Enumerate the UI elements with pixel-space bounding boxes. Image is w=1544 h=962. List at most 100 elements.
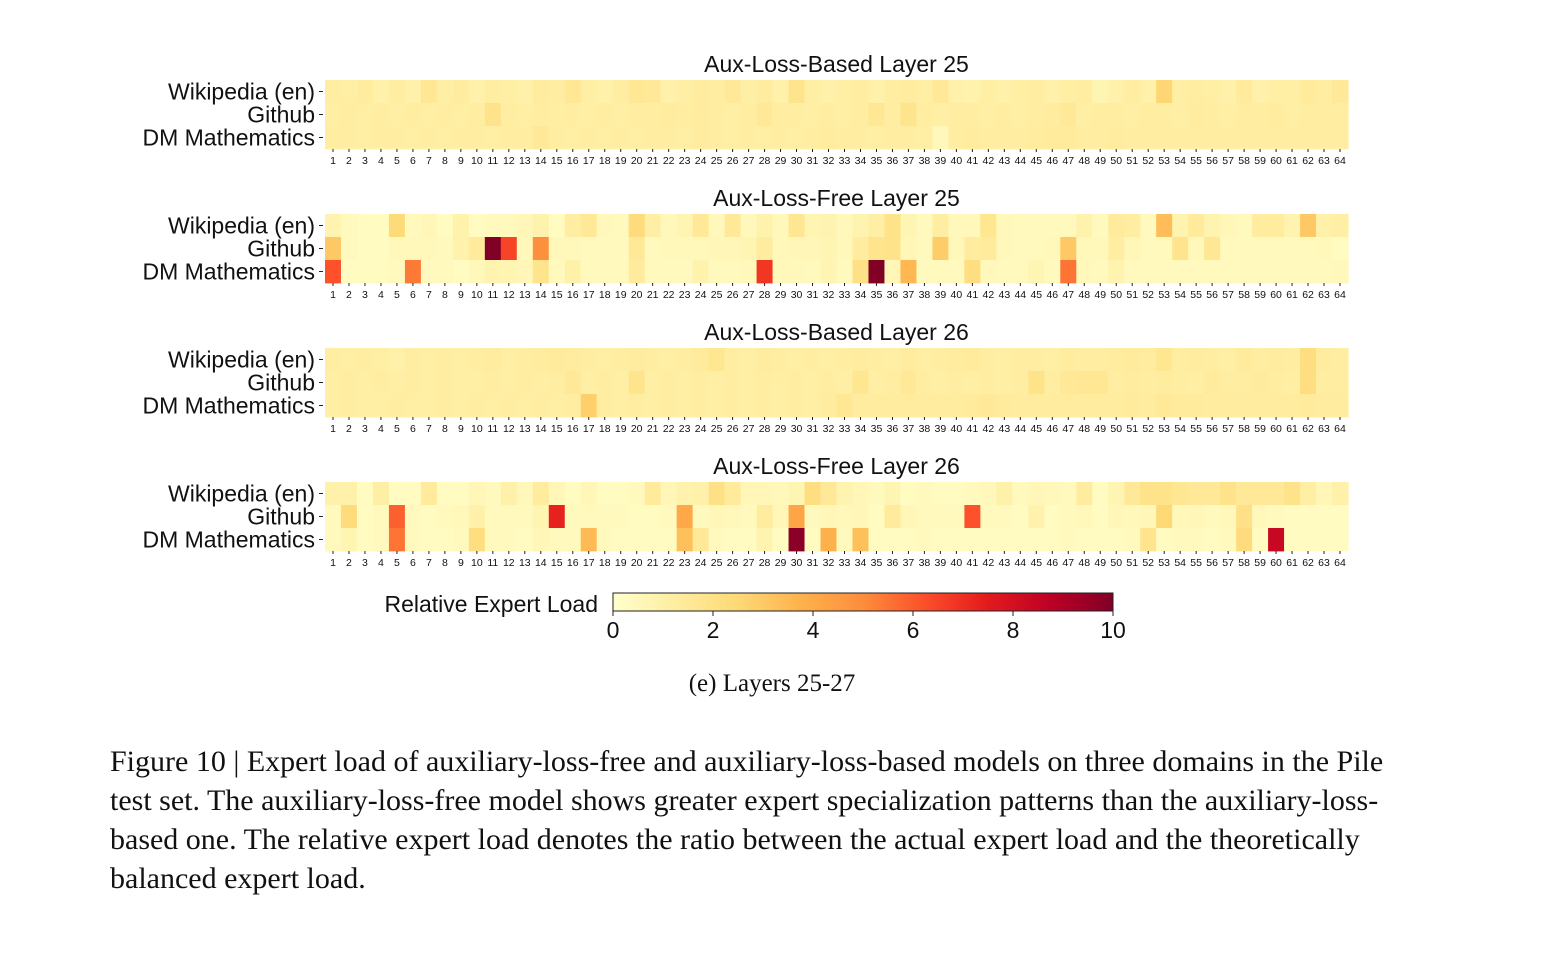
heatmap-cell <box>804 260 822 284</box>
heatmap-cell <box>564 214 582 238</box>
heatmap-cell <box>948 237 965 261</box>
heatmap-cell <box>676 126 694 150</box>
heatmap-cell <box>1252 103 1269 127</box>
x-tick-label: 21 <box>647 557 659 569</box>
heatmap-cell <box>468 482 486 506</box>
heatmap-cell <box>884 214 902 238</box>
heatmap-cell <box>788 237 806 261</box>
heatmap-cell <box>1220 260 1237 284</box>
heatmap-cell <box>980 482 997 506</box>
heatmap-cell <box>564 394 582 418</box>
heatmap-cell <box>1156 126 1173 150</box>
heatmap-cell <box>996 126 1013 150</box>
heatmap-cell <box>388 260 406 284</box>
heatmap-cell <box>964 260 981 284</box>
x-tick-label: 61 <box>1286 423 1298 435</box>
heatmap-cell <box>356 214 374 238</box>
heatmap-cell <box>740 103 758 127</box>
x-tick-label: 15 <box>551 155 563 167</box>
heatmap-cell <box>564 505 582 529</box>
heatmap-cell <box>916 394 933 418</box>
x-tick-label: 45 <box>1030 423 1042 435</box>
heatmap-cell <box>1172 348 1189 372</box>
heatmap-cell <box>1060 80 1077 104</box>
heatmap-cell <box>772 505 790 529</box>
x-tick-label: 57 <box>1222 289 1234 301</box>
heatmap-cell <box>708 214 726 238</box>
heatmap-cell <box>340 260 358 284</box>
heatmap-cell <box>1076 126 1093 150</box>
heatmap-cell <box>836 237 854 261</box>
heatmap-cell <box>1284 505 1301 529</box>
heatmap-cell <box>964 348 981 372</box>
heatmap-cell <box>1236 371 1253 395</box>
heatmap-cell <box>948 214 965 238</box>
heatmap-cell <box>356 482 374 506</box>
x-tick-label: 51 <box>1126 155 1138 167</box>
x-tick-label: 34 <box>855 289 867 301</box>
x-tick-label: 4 <box>378 557 384 569</box>
x-tick-label: 62 <box>1302 557 1314 569</box>
x-tick-label: 2 <box>346 155 352 167</box>
heatmap-cell <box>452 103 470 127</box>
x-tick-label: 24 <box>695 557 707 569</box>
heatmap-cell <box>1012 126 1029 150</box>
heatmap-cell <box>1172 80 1189 104</box>
heatmap-cell <box>1252 394 1269 418</box>
x-tick-label: 31 <box>807 155 819 167</box>
heatmap-cell <box>1076 394 1093 418</box>
x-tick-label: 3 <box>362 557 368 569</box>
heatmap-cell <box>1300 482 1317 506</box>
heatmap-cell <box>772 371 790 395</box>
heatmap-cell <box>884 348 902 372</box>
heatmap-cell <box>692 348 710 372</box>
heatmap-cell <box>1060 482 1077 506</box>
heatmap-cell <box>1060 237 1077 261</box>
x-tick-label: 56 <box>1206 557 1218 569</box>
x-tick-label: 18 <box>599 289 611 301</box>
x-tick-label: 48 <box>1078 423 1090 435</box>
x-tick-label: 50 <box>1110 557 1122 569</box>
heatmap-cell <box>500 394 518 418</box>
heatmap-cell <box>708 126 726 150</box>
x-tick-label: 14 <box>535 289 547 301</box>
heatmap-cell <box>644 505 662 529</box>
heatmap-cell <box>1220 528 1237 552</box>
heatmap-cell <box>516 237 534 261</box>
heatmap-cell <box>756 394 774 418</box>
x-tick-label: 38 <box>919 155 931 167</box>
heatmap-cell <box>340 237 358 261</box>
x-tick-label: 61 <box>1286 289 1298 301</box>
heatmap-cell <box>1332 394 1349 418</box>
heatmap-cell <box>660 371 678 395</box>
heatmap-cell <box>676 482 694 506</box>
heatmap-cell <box>692 237 710 261</box>
heatmap-cell <box>596 528 614 552</box>
x-tick-label: 54 <box>1174 423 1186 435</box>
heatmap-cell <box>404 214 422 238</box>
x-tick-label: 46 <box>1046 155 1058 167</box>
heatmap-cell <box>1188 237 1205 261</box>
x-tick-label: 7 <box>426 155 432 167</box>
x-tick-label: 53 <box>1158 557 1170 569</box>
heatmap-cell <box>1204 260 1221 284</box>
heatmap-cell <box>1060 394 1077 418</box>
heatmap-cell <box>660 260 678 284</box>
heatmap-cell <box>356 126 374 150</box>
heatmap-cell <box>1108 126 1125 150</box>
x-tick-label: 52 <box>1142 423 1154 435</box>
heatmap-cell <box>420 214 438 238</box>
heatmap-cell <box>1124 214 1141 238</box>
x-tick-label: 47 <box>1062 557 1074 569</box>
heatmap-cell <box>484 482 502 506</box>
x-tick-label: 59 <box>1254 423 1266 435</box>
heatmap-cell <box>1268 80 1285 104</box>
heatmap-cell <box>580 260 598 284</box>
heatmap-cell <box>1316 214 1333 238</box>
heatmap-cell <box>1220 482 1237 506</box>
heatmap-cell <box>676 80 694 104</box>
heatmap-cell <box>628 260 646 284</box>
heatmap-cell <box>372 528 390 552</box>
heatmap-cell <box>484 80 502 104</box>
x-tick-label: 12 <box>503 155 515 167</box>
